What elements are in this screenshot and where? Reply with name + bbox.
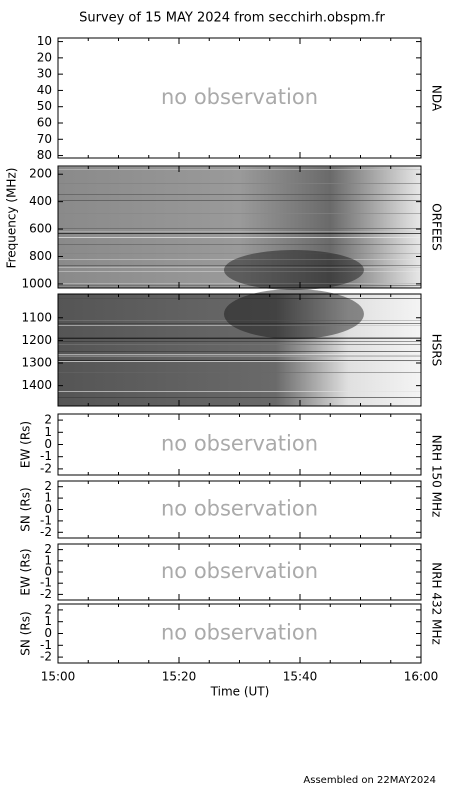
- spectrogram-texture: [58, 338, 421, 339]
- annotation: no observation: [161, 621, 318, 645]
- spectrogram-texture: [58, 372, 421, 373]
- y-tick-label: -1: [40, 576, 52, 590]
- spectrogram-texture: [58, 360, 421, 361]
- chart-title: Survey of 15 MAY 2024 from secchirh.obsp…: [79, 11, 385, 26]
- y-tick-label: 2: [44, 542, 52, 556]
- y-tick-label: 2: [44, 413, 52, 427]
- y-tick-label: 600: [29, 222, 52, 236]
- spectrogram-texture: [58, 320, 421, 321]
- y-tick-label: 200: [29, 167, 52, 181]
- x-tick-label: 16:00: [404, 670, 439, 684]
- y-tick-label: 1300: [21, 356, 52, 370]
- y-tick-label: -2: [40, 587, 52, 601]
- spectrogram-texture: [58, 259, 421, 260]
- spectrogram-texture: [223, 289, 364, 339]
- footer: Assembled on 22MAY2024: [303, 775, 436, 786]
- spectrogram-background: [58, 294, 421, 406]
- spectrogram-texture: [58, 391, 421, 392]
- panel-y-label: SN (Rs): [19, 611, 33, 655]
- y-tick-label: 1100: [21, 310, 52, 324]
- side-label: NDA: [430, 85, 444, 112]
- y-tick-label: 0: [44, 502, 52, 516]
- panel-y-label: EW (Rs): [19, 548, 33, 595]
- spectrogram-texture: [58, 355, 421, 356]
- annotation: no observation: [161, 432, 318, 456]
- y-tick-label: 2: [44, 602, 52, 616]
- spectrogram-texture: [58, 233, 421, 234]
- panel-y-label: SN (Rs): [19, 487, 33, 531]
- spectrogram-texture: [58, 200, 421, 201]
- y-tick-label: 80: [37, 148, 52, 162]
- y-tick-label: 40: [37, 83, 52, 97]
- x-axis-label: Time (UT): [210, 685, 270, 699]
- y-tick-label: 1000: [21, 276, 52, 290]
- y-tick-label: 0: [44, 626, 52, 640]
- spectrogram-texture: [58, 253, 421, 254]
- y-tick-label: 50: [37, 99, 52, 113]
- spectrogram-texture: [58, 265, 421, 266]
- y-tick-label: 60: [37, 115, 52, 129]
- y-tick-label: -1: [40, 449, 52, 463]
- y-tick-label: -2: [40, 525, 52, 539]
- y-tick-label: -1: [40, 513, 52, 527]
- y-tick-label: 1200: [21, 333, 52, 347]
- y-tick-label: 70: [37, 132, 52, 146]
- y-tick-label: 0: [44, 437, 52, 451]
- spectrogram-texture: [58, 194, 421, 195]
- spectrogram-texture: [58, 356, 421, 357]
- spectrogram-texture: [58, 361, 421, 362]
- y-tick-label: 0: [44, 565, 52, 579]
- side-label: NRH 432 MHz: [430, 562, 444, 645]
- annotation: no observation: [161, 497, 318, 521]
- spectrogram-texture: [58, 323, 421, 324]
- y-tick-label: 1: [44, 491, 52, 505]
- y-tick-label: 30: [37, 67, 52, 81]
- spectrogram-texture: [58, 267, 421, 268]
- y-tick-label: 2: [44, 479, 52, 493]
- y-tick-label: 1: [44, 425, 52, 439]
- spectrogram-texture: [58, 341, 421, 342]
- y-tick-label: 1: [44, 553, 52, 567]
- y-tick-label: -2: [40, 650, 52, 664]
- spectrogram-texture: [58, 169, 421, 170]
- y-tick-label: -1: [40, 638, 52, 652]
- side-label: ORFEES: [430, 203, 444, 250]
- side-label: HSRS: [430, 334, 444, 367]
- x-tick-label: 15:40: [283, 670, 318, 684]
- spectrogram-texture: [223, 250, 364, 290]
- spectrogram-texture: [58, 344, 421, 345]
- spectrogram-texture: [58, 283, 421, 284]
- spectrogram-texture: [58, 337, 421, 338]
- spectrogram-texture: [58, 325, 421, 326]
- spectrogram-texture: [58, 298, 421, 299]
- y-tick-label: 10: [37, 34, 52, 48]
- spectrogram-texture: [58, 244, 421, 245]
- annotation: no observation: [161, 85, 318, 109]
- y-tick-label: 1400: [21, 378, 52, 392]
- x-tick-label: 15:00: [41, 670, 76, 684]
- spectrogram-texture: [58, 228, 421, 229]
- y-tick-label: 800: [29, 249, 52, 263]
- y-tick-label: 400: [29, 194, 52, 208]
- spectrogram-texture: [58, 213, 421, 214]
- spectrogram-texture: [58, 397, 421, 398]
- y-tick-label: -2: [40, 461, 52, 475]
- x-tick-label: 15:20: [162, 670, 197, 684]
- side-label: NRH 150 MHz: [430, 435, 444, 518]
- annotation: no observation: [161, 559, 318, 583]
- spectrogram-texture: [58, 231, 421, 232]
- spectrogram-texture: [58, 183, 421, 184]
- spectrogram-texture: [58, 237, 421, 238]
- spectrogram-texture: [58, 271, 421, 272]
- y-tick-label: 1: [44, 614, 52, 628]
- y-axis-label: Frequency (MHz): [5, 168, 19, 269]
- spectrogram-texture: [58, 354, 421, 355]
- panel-y-label: EW (Rs): [19, 421, 33, 468]
- y-tick-label: 20: [37, 50, 52, 64]
- spectrogram-texture: [58, 351, 421, 352]
